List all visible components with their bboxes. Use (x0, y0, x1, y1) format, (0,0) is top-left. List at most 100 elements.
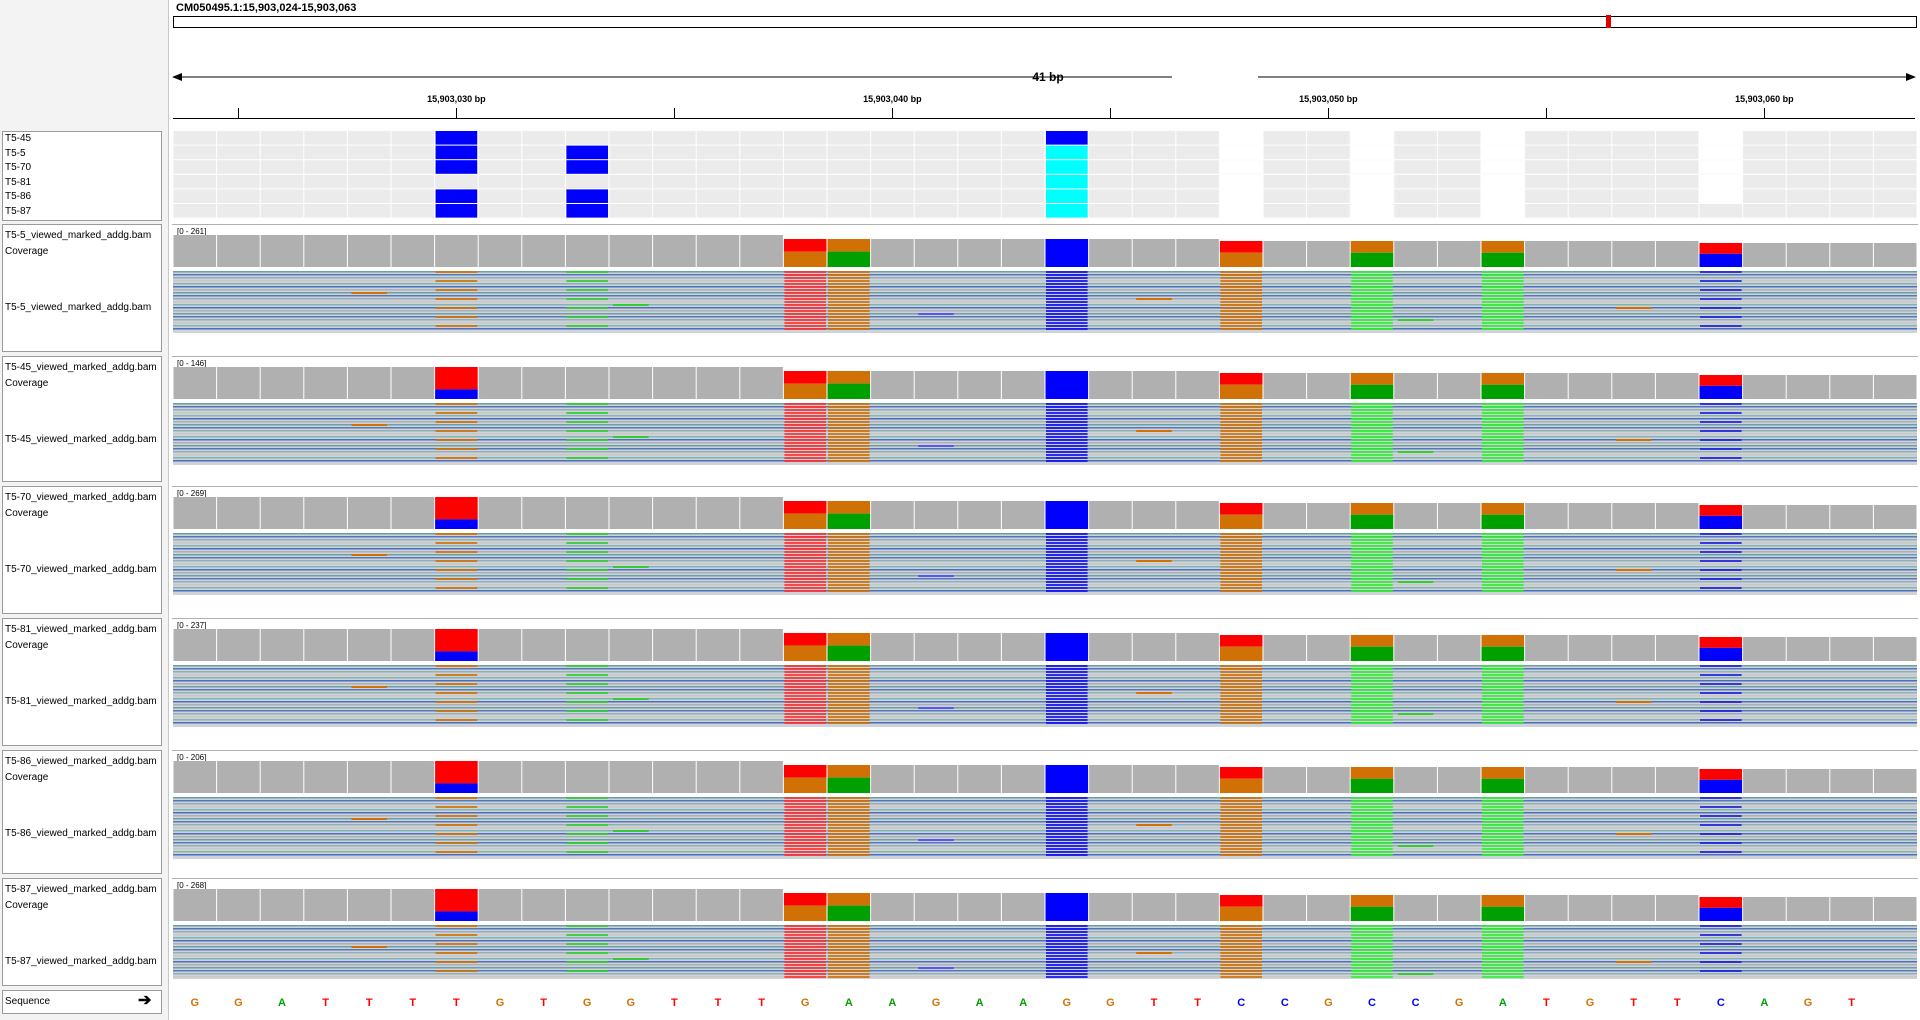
coverage-bar[interactable] (1655, 373, 1699, 399)
coverage-bar[interactable] (1394, 241, 1437, 267)
coverage-bar[interactable] (740, 761, 783, 793)
coverage-bar[interactable] (1873, 243, 1917, 267)
coverage-bar[interactable] (1263, 241, 1307, 267)
coverage-bar[interactable] (653, 629, 696, 661)
coverage-bar[interactable] (347, 629, 391, 661)
coverage-bar[interactable] (1307, 373, 1350, 399)
coverage-bar[interactable] (260, 497, 304, 529)
genotype-het-call[interactable] (1046, 131, 1088, 145)
coverage-mismatch-bar[interactable] (435, 761, 478, 784)
bam-track[interactable]: [0 - 206] (173, 751, 1917, 873)
coverage-bar[interactable] (1089, 765, 1132, 793)
coverage-bar[interactable] (1873, 505, 1917, 529)
coverage-bar[interactable] (478, 889, 522, 921)
coverage-bar[interactable] (304, 235, 347, 267)
coverage-bar[interactable] (1307, 635, 1350, 661)
coverage-mismatch-bar[interactable] (827, 239, 871, 252)
coverage-mismatch-bar[interactable] (1219, 503, 1263, 515)
coverage-bar[interactable] (609, 761, 653, 793)
genotype-het-call[interactable] (435, 145, 478, 160)
coverage-bar[interactable] (522, 629, 565, 661)
coverage-mismatch-bar[interactable] (1350, 767, 1394, 779)
coverage-bar[interactable] (1001, 239, 1045, 267)
coverage-bar[interactable] (1089, 371, 1132, 399)
coverage-bar[interactable] (1263, 767, 1307, 793)
coverage-bar[interactable] (1568, 767, 1612, 793)
coverage-bar[interactable] (1830, 637, 1873, 661)
alignment-track-name[interactable]: T5-87_viewed_marked_addg.bam (5, 956, 157, 967)
coverage-bar[interactable] (522, 761, 565, 793)
coverage-bar[interactable] (347, 761, 391, 793)
coverage-bar[interactable] (347, 497, 391, 529)
coverage-mismatch-bar[interactable] (1699, 375, 1743, 386)
coverage-bar[interactable] (1743, 375, 1786, 399)
coverage-bar[interactable] (696, 761, 740, 793)
alignment-track-name[interactable]: T5-5_viewed_marked_addg.bam (5, 302, 152, 313)
coverage-bar[interactable] (1132, 501, 1176, 529)
coverage-bar[interactable] (217, 889, 260, 921)
coverage-bar[interactable] (696, 235, 740, 267)
coverage-mismatch-bar[interactable] (1481, 767, 1525, 779)
coverage-bar[interactable] (653, 889, 696, 921)
coverage-bar[interactable] (565, 497, 609, 529)
alignment-track-name[interactable]: T5-86_viewed_marked_addg.bam (5, 828, 157, 839)
ideogram-current-region-marker[interactable] (1606, 15, 1611, 28)
coverage-bar[interactable] (958, 501, 1001, 529)
coverage-bar[interactable] (914, 633, 958, 661)
genotype-het-call[interactable] (435, 204, 478, 218)
coverage-mismatch-bar[interactable] (1219, 895, 1263, 907)
coverage-bar[interactable] (1655, 635, 1699, 661)
genotype-het-call[interactable] (435, 131, 478, 145)
coverage-bar[interactable] (1437, 503, 1481, 529)
coverage-bar[interactable] (653, 367, 696, 399)
coverage-mismatch-bar[interactable] (1219, 767, 1263, 779)
coverage-bar[interactable] (217, 629, 260, 661)
coverage-bar[interactable] (914, 893, 958, 921)
coverage-bar[interactable] (304, 889, 347, 921)
coverage-bar[interactable] (1786, 375, 1830, 399)
bam-track[interactable]: [0 - 268] (173, 879, 1917, 985)
coverage-mismatch-bar[interactable] (435, 497, 478, 520)
coverage-bar[interactable] (217, 497, 260, 529)
genotype-het-call[interactable] (435, 160, 478, 174)
coverage-bar[interactable] (1307, 767, 1350, 793)
alignment-track-name[interactable]: T5-45_viewed_marked_addg.bam (5, 434, 157, 445)
coverage-bar[interactable] (347, 889, 391, 921)
coverage-bar[interactable] (304, 367, 347, 399)
coverage-bar[interactable] (1307, 503, 1350, 529)
variant-sample-name[interactable]: T5-86 (5, 191, 32, 203)
coverage-bar[interactable] (914, 501, 958, 529)
coverage-mismatch-bar[interactable] (783, 371, 827, 384)
coverage-mismatch-bar[interactable] (1481, 241, 1525, 253)
coverage-mismatch-bar[interactable] (783, 633, 827, 646)
coverage-bar[interactable] (391, 235, 435, 267)
bam-track[interactable]: [0 - 269] (173, 487, 1917, 613)
coverage-bar[interactable] (1176, 633, 1219, 661)
coverage-bar[interactable] (391, 497, 435, 529)
chromosome-ideogram[interactable] (173, 16, 1917, 28)
coverage-bar[interactable] (609, 367, 653, 399)
coverage-bar[interactable] (914, 239, 958, 267)
coverage-bar[interactable] (1525, 767, 1568, 793)
strand-arrow-icon[interactable]: ➔ (138, 992, 152, 1009)
coverage-bar[interactable] (914, 765, 958, 793)
coverage-mismatch-bar[interactable] (435, 629, 478, 652)
coverage-bar[interactable] (1437, 241, 1481, 267)
coverage-mismatch-bar[interactable] (1045, 765, 1089, 793)
coverage-bar[interactable] (1263, 503, 1307, 529)
genotype-het-call[interactable] (566, 204, 608, 218)
coverage-bar[interactable] (347, 235, 391, 267)
coverage-track-name[interactable]: T5-70_viewed_marked_addg.bam Coverage (5, 492, 157, 519)
coverage-bar[interactable] (1568, 635, 1612, 661)
coverage-bar[interactable] (609, 629, 653, 661)
coverage-mismatch-bar[interactable] (783, 893, 827, 906)
coverage-bar[interactable] (1655, 895, 1699, 921)
coverage-bar[interactable] (1655, 241, 1699, 267)
genotype-het-call[interactable] (566, 160, 608, 174)
coverage-bar[interactable] (1132, 765, 1176, 793)
coverage-mismatch-bar[interactable] (1350, 503, 1394, 515)
genotype-homvar-call[interactable] (1046, 160, 1088, 174)
coverage-bar[interactable] (478, 367, 522, 399)
coverage-mismatch-bar[interactable] (1350, 895, 1394, 907)
coverage-mismatch-bar[interactable] (1045, 239, 1089, 267)
